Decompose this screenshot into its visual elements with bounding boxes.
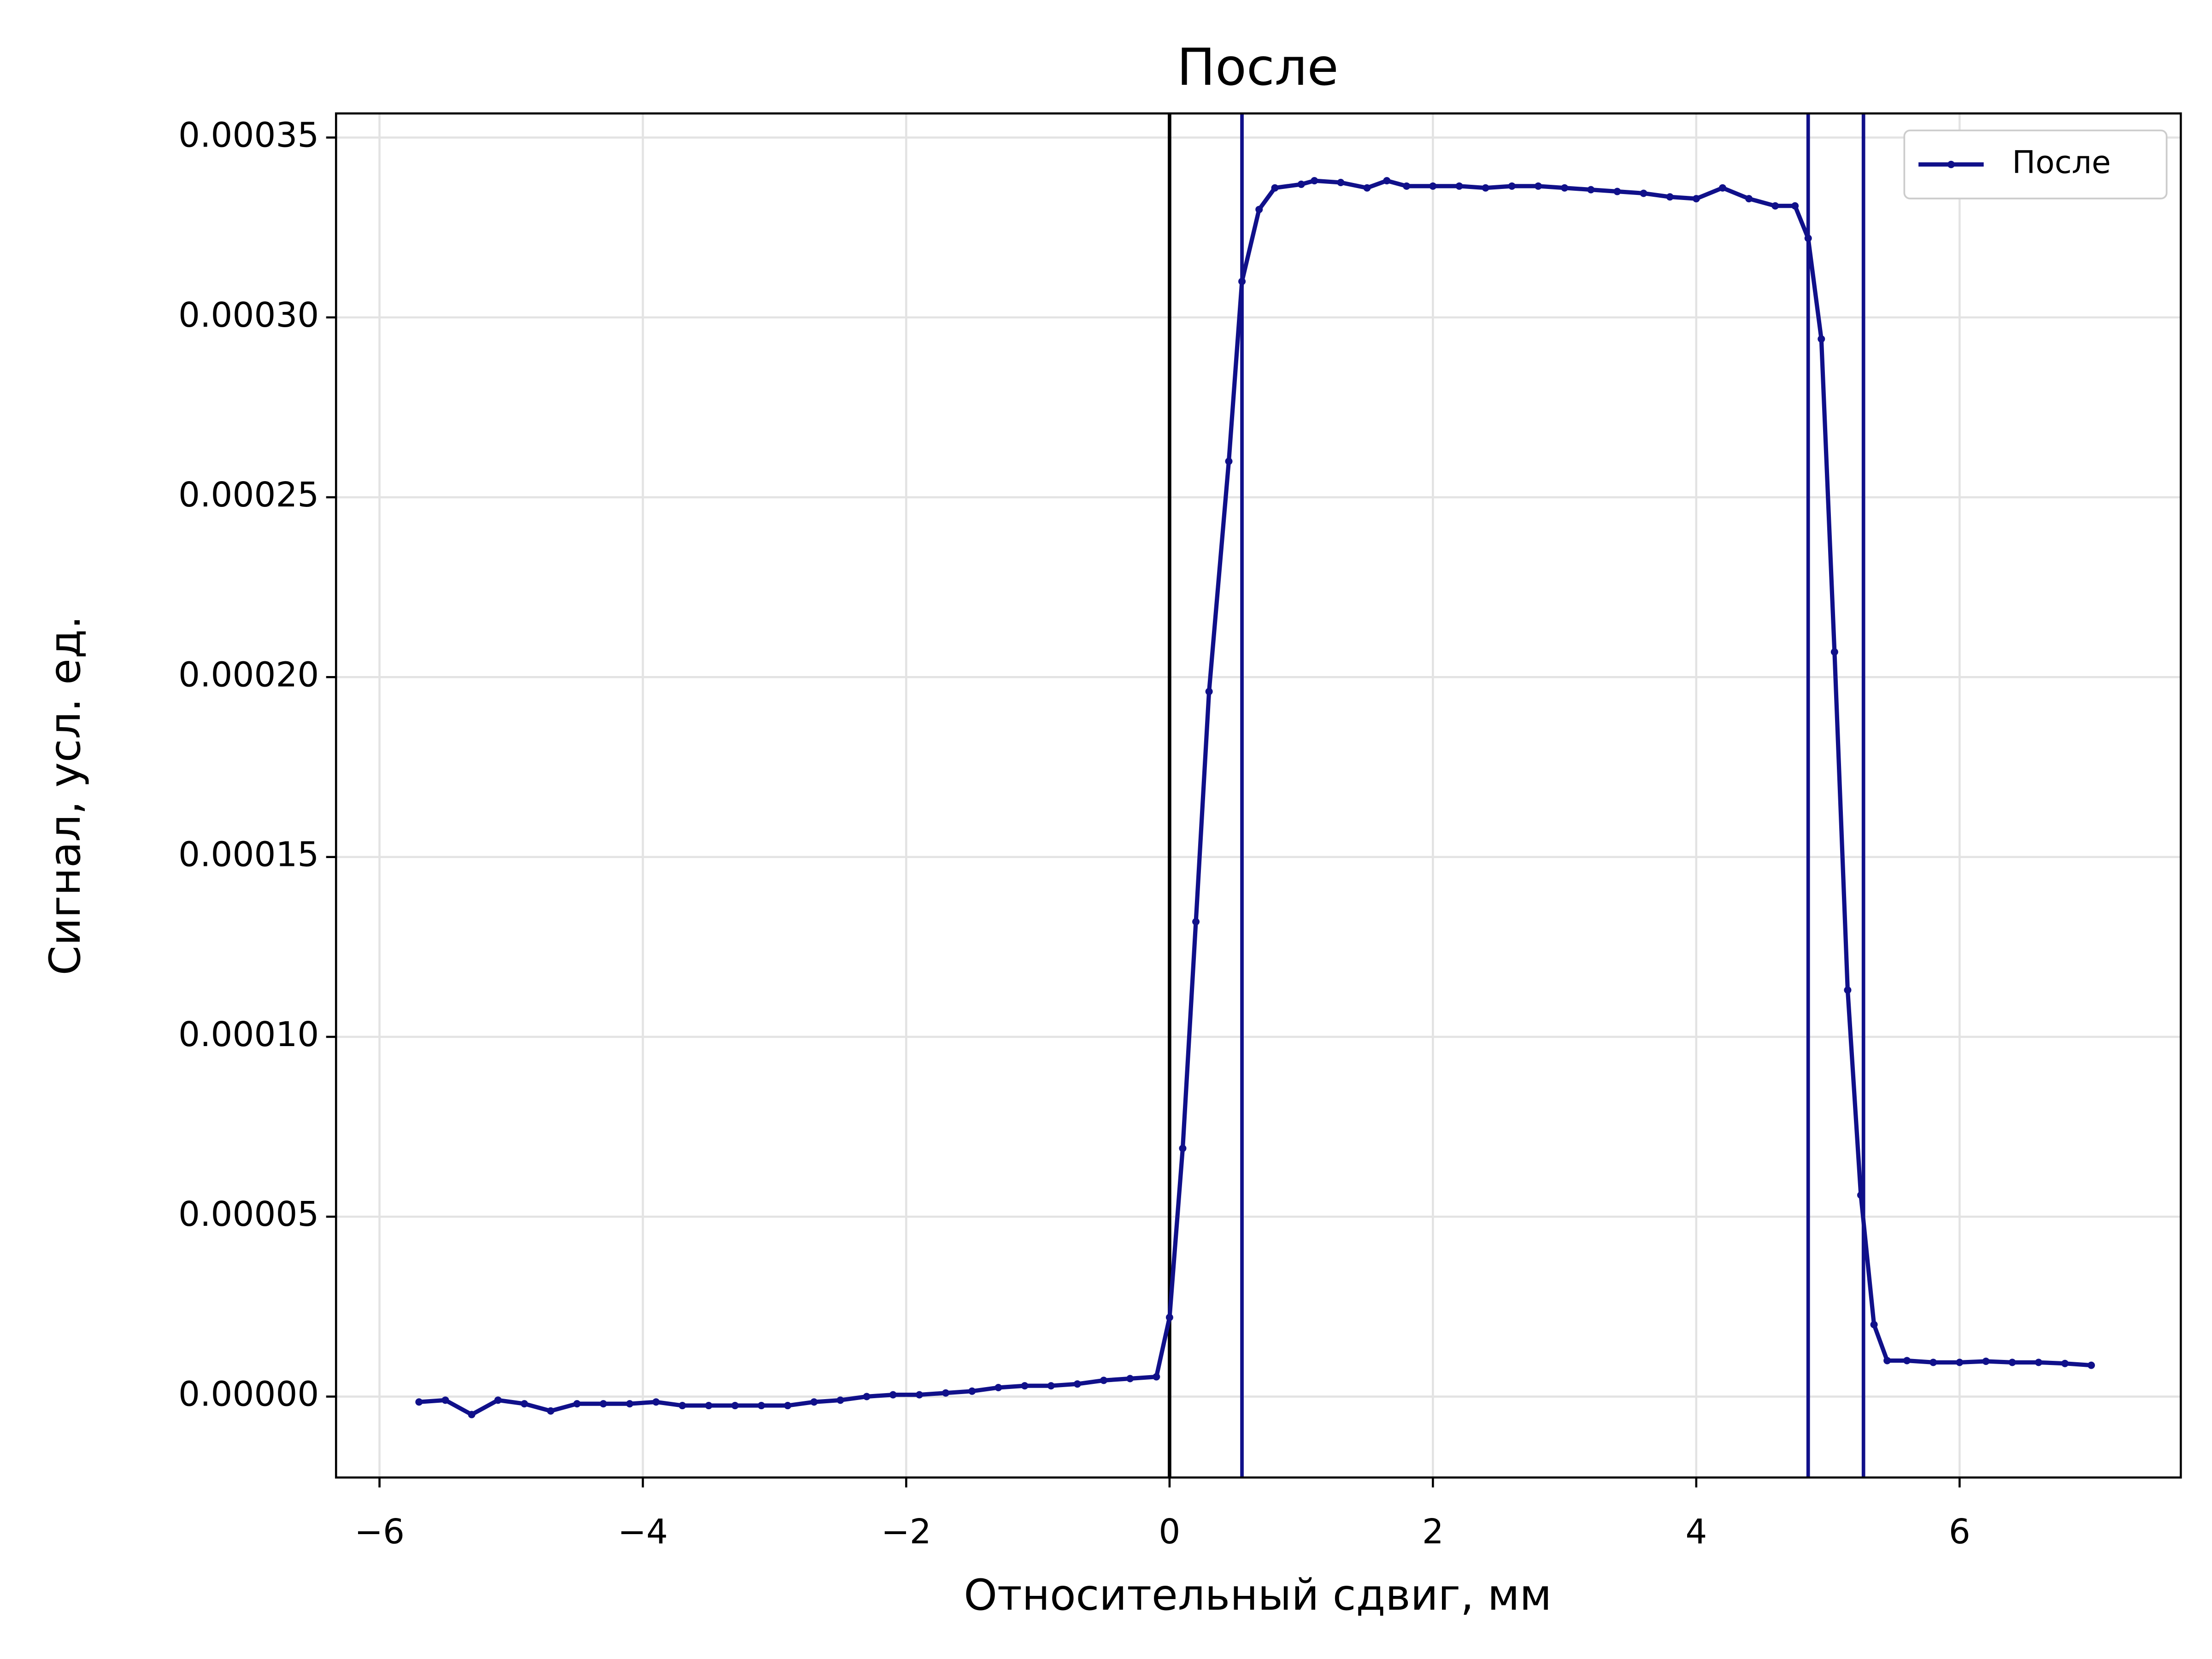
data-point <box>2008 1359 2016 1366</box>
data-point <box>731 1402 739 1410</box>
data-point <box>1508 182 1516 190</box>
data-point <box>1771 202 1779 210</box>
data-point <box>626 1400 634 1408</box>
data-point <box>441 1396 449 1404</box>
chart-title: После <box>1177 38 1339 97</box>
plot-frame <box>335 112 2182 1479</box>
data-point <box>1238 277 1246 285</box>
x-tick-label: −4 <box>618 1512 668 1552</box>
data-point <box>1271 184 1279 192</box>
y-tick-label: 0.00025 <box>178 475 319 515</box>
data-point <box>1192 918 1200 926</box>
data-point <box>1165 1313 1173 1321</box>
data-point <box>1153 1373 1160 1381</box>
data-point <box>468 1411 476 1418</box>
data-point <box>1073 1380 1081 1388</box>
data-point <box>1534 182 1542 190</box>
y-tick-label: 0.00030 <box>178 295 319 335</box>
data-point <box>1297 180 1305 188</box>
x-tick-label: 2 <box>1422 1512 1444 1552</box>
data-point <box>758 1402 765 1410</box>
data-point <box>705 1402 712 1410</box>
data-point <box>889 1391 897 1399</box>
data-point <box>1587 186 1595 194</box>
y-tick-label: 0.00000 <box>178 1375 319 1414</box>
data-point <box>1844 986 1852 994</box>
data-point <box>1830 648 1838 656</box>
data-point <box>863 1393 871 1400</box>
data-point <box>784 1402 792 1410</box>
data-point <box>1903 1357 1911 1365</box>
data-point <box>678 1402 686 1410</box>
x-axis-label: Относительный сдвиг, мм <box>964 1570 1552 1620</box>
data-point <box>1745 195 1753 203</box>
data-point <box>1561 184 1569 192</box>
data-point <box>1804 235 1812 242</box>
data-point <box>1021 1382 1029 1390</box>
data-point <box>494 1396 502 1404</box>
data-point <box>836 1396 844 1404</box>
legend-marker <box>1947 160 1955 168</box>
data-point <box>520 1400 528 1408</box>
data-point <box>1126 1375 1134 1382</box>
data-point <box>810 1398 818 1406</box>
y-tick-label: 0.00005 <box>178 1194 319 1234</box>
data-point <box>1857 1191 1865 1199</box>
data-point <box>1930 1359 1937 1366</box>
data-point <box>1383 177 1391 185</box>
data-point <box>1883 1357 1891 1365</box>
data-point <box>1100 1377 1108 1384</box>
data-point <box>1337 179 1345 187</box>
data-point <box>1666 193 1674 201</box>
data-point <box>1791 202 1799 210</box>
legend-box <box>1903 129 2168 200</box>
x-tick-label: −6 <box>354 1512 405 1552</box>
data-point <box>1255 206 1263 213</box>
data-point <box>1225 457 1233 465</box>
x-tick-label: 0 <box>1159 1512 1180 1552</box>
data-point <box>2061 1359 2069 1367</box>
y-tick-label: 0.00035 <box>178 115 319 155</box>
data-point <box>1692 195 1700 203</box>
data-point <box>1640 189 1647 197</box>
data-point <box>1179 1144 1187 1152</box>
data-point <box>1429 182 1437 190</box>
data-point <box>1870 1321 1878 1329</box>
data-point <box>600 1400 607 1408</box>
data-point <box>2088 1361 2095 1369</box>
data-point <box>415 1398 423 1406</box>
data-point <box>1818 335 1825 343</box>
y-tick-label: 0.00010 <box>178 1015 319 1054</box>
x-tick-label: 4 <box>1685 1512 1707 1552</box>
data-point <box>652 1398 660 1406</box>
data-point <box>1205 688 1213 695</box>
data-point <box>573 1400 581 1408</box>
y-axis-label: Сигнал, усл. ед. <box>40 616 90 975</box>
data-point <box>1403 182 1411 190</box>
y-tick-label: 0.00020 <box>178 655 319 694</box>
data-point <box>1956 1359 1964 1366</box>
y-tick-label: 0.00015 <box>178 835 319 875</box>
data-point <box>1311 177 1318 185</box>
data-point <box>1613 188 1621 195</box>
data-point <box>942 1389 950 1397</box>
x-tick-label: −2 <box>881 1512 931 1552</box>
data-point <box>2035 1359 2042 1366</box>
data-point <box>1718 184 1726 192</box>
data-point <box>1982 1358 1990 1365</box>
data-point <box>968 1387 976 1395</box>
data-point <box>547 1407 554 1415</box>
data-point <box>1482 184 1489 192</box>
legend-label: После <box>2012 144 2111 180</box>
data-point <box>994 1384 1002 1392</box>
data-point <box>1363 184 1371 192</box>
data-point <box>1047 1382 1055 1390</box>
data-point <box>916 1391 924 1399</box>
data-point <box>1455 182 1463 190</box>
x-tick-label: 6 <box>1949 1512 1971 1552</box>
